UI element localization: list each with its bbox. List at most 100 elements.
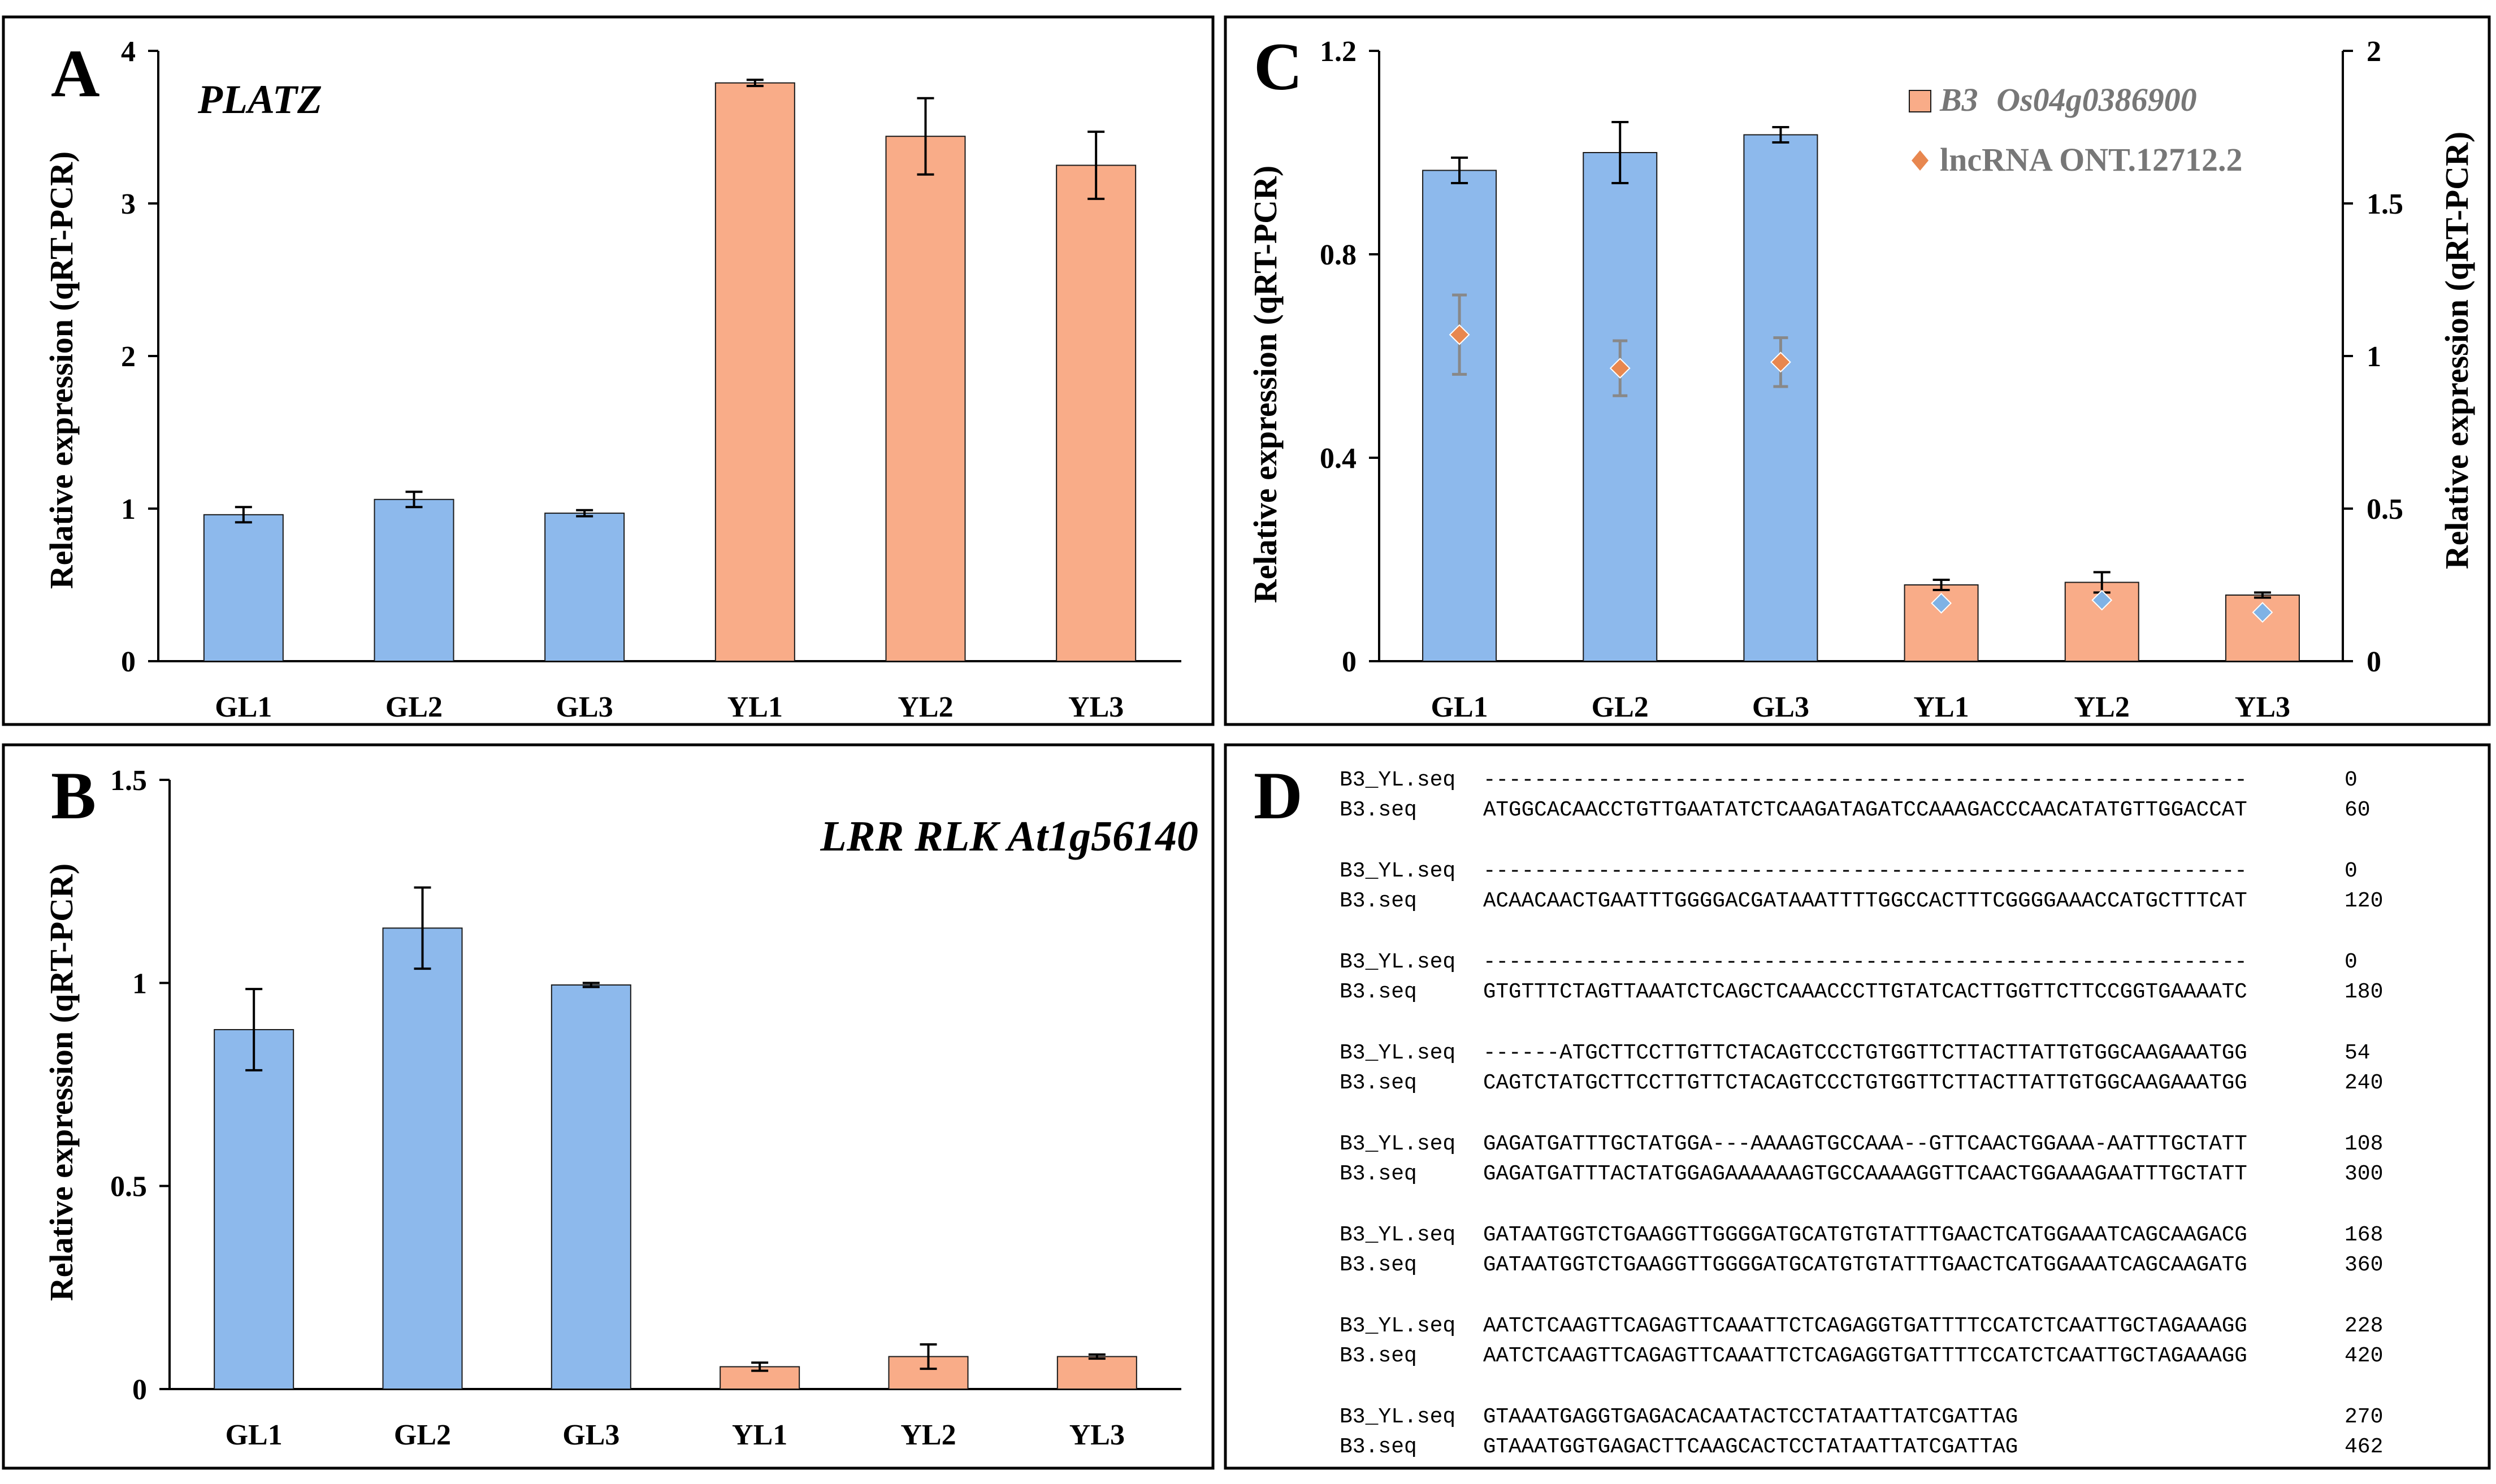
seq-residues: ----------------------------------------… (1483, 768, 2247, 792)
seq-position: 0 (2345, 768, 2358, 792)
panel-c-y-ticks-left: 0 0.4 0.8 1.2 (1320, 36, 1379, 678)
x-tick-label-gl3: GL3 (1752, 691, 1809, 723)
seq-position: 0 (2345, 859, 2358, 883)
seq-name: B3_YL.seq (1340, 859, 1455, 883)
panel-b-y-ticks: 0 0.5 1 1.5 (110, 765, 170, 1406)
x-tick-label-gl3: GL3 (556, 691, 613, 723)
y-tick-label: 0 (121, 646, 136, 678)
lncrna-marker-yl3 (2252, 602, 2273, 623)
panel-a-y-ticks: 0 1 2 3 4 (121, 36, 158, 678)
panel-c-y-axis-label-right: Relative expression (qRT-PCR) (2438, 132, 2475, 569)
seq-name: B3.seq (1340, 1071, 1417, 1095)
seq-position: 180 (2345, 980, 2383, 1004)
seq-residues: ----------------------------------------… (1483, 950, 2247, 974)
x-tick-label-gl1: GL1 (226, 1419, 283, 1451)
seq-name: B3_YL.seq (1340, 950, 1455, 974)
y-tick-label: 0 (1342, 646, 1357, 678)
legend-bar-label: B3 Os04g0386900 (1939, 81, 2197, 118)
panel-c: C Relative expression (qRT-PCR) Relative… (1224, 15, 2491, 726)
y2-tick-label: 1 (2367, 341, 2381, 373)
seq-name: B3_YL.seq (1340, 1405, 1455, 1429)
x-tick-label-yl2: YL2 (898, 691, 953, 723)
panel-b-frame (2, 743, 1215, 1470)
y-tick-label: 1.2 (1320, 36, 1357, 68)
legend-marker-diamond (1912, 150, 1929, 171)
bar-gl3 (1743, 134, 1818, 662)
seq-name: B3_YL.seq (1340, 1041, 1455, 1065)
bar-gl2 (374, 498, 454, 662)
lncrna-marker-yl1 (1931, 592, 1952, 614)
panel-b-x-tick-labels: GL1 GL2 GL3 YL1 YL2 YL3 (226, 1419, 1125, 1451)
seq-position: 120 (2345, 889, 2383, 913)
panel-c-error-bars (1451, 121, 2271, 599)
seq-residues: GTAAATGGTGAGACTTCAAGCACTCCTATAATTATCGATT… (1483, 1435, 2018, 1459)
panel-c-x-tick-labels: GL1 GL2 GL3 YL1 YL2 YL3 (1431, 691, 2291, 723)
y-tick-label: 2 (121, 341, 136, 373)
panel-c-y-axis-label-left: Relative expression (qRT-PCR) (1247, 166, 1284, 603)
seq-position: 0 (2345, 950, 2358, 974)
bar-yl2 (885, 136, 966, 662)
panel-a-frame (2, 15, 1215, 726)
x-tick-label-gl2: GL2 (394, 1419, 451, 1451)
y-tick-label: 1 (121, 493, 136, 526)
x-tick-label-yl2: YL2 (900, 1419, 956, 1451)
seq-position: 462 (2345, 1435, 2383, 1459)
x-tick-label-yl2: YL2 (2074, 691, 2130, 723)
seq-position: 240 (2345, 1071, 2383, 1095)
seq-name: B3.seq (1340, 1435, 1417, 1459)
x-tick-label-yl3: YL3 (1069, 1419, 1125, 1451)
seq-residues: GAGATGATTTGCTATGGA---AAAAGTGCCAAA--GTTCA… (1483, 1132, 2247, 1156)
seq-position: 54 (2345, 1041, 2371, 1065)
panel-b-error-bars (245, 886, 1106, 1372)
y2-tick-label: 0 (2367, 646, 2381, 678)
bar-yl3 (1056, 164, 1137, 662)
bar-gl3 (551, 984, 631, 1390)
y-tick-label: 1 (132, 967, 147, 1000)
panel-b: B LRR RLK At1g56140 Relative expression … (2, 743, 1215, 1470)
seq-position: 228 (2345, 1314, 2383, 1338)
x-tick-label-gl3: GL3 (562, 1419, 619, 1451)
seq-name: B3_YL.seq (1340, 1132, 1455, 1156)
seq-residues: GAGATGATTTACTATGGAGAAAAAAGTGCCAAAAGGTTCA… (1483, 1162, 2247, 1186)
x-tick-label-gl2: GL2 (385, 691, 443, 723)
seq-name: B3_YL.seq (1340, 768, 1455, 792)
panel-a-y-axis-label: Relative expression (qRT-PCR) (43, 151, 80, 589)
y-tick-label: 0.8 (1320, 239, 1357, 271)
seq-residues: GTAAATGAGGTGAGACACAATACTCCTATAATTATCGATT… (1483, 1405, 2018, 1429)
panel-a-error-bars (235, 79, 1105, 524)
sequence-alignment: B3_YL.seq -------------------------------… (1340, 768, 2383, 1459)
lncrna-marker-yl2 (2091, 589, 2113, 611)
legend-bar-id: Os04g0386900 (1996, 81, 2196, 118)
bar-gl1 (214, 1029, 294, 1390)
panel-d-letter: D (1254, 758, 1303, 833)
legend-bar-gene: B3 (1939, 81, 1978, 118)
y2-tick-label: 0.5 (2367, 493, 2403, 526)
x-tick-label-yl3: YL3 (1068, 691, 1124, 723)
x-tick-label-gl2: GL2 (1592, 691, 1649, 723)
panel-a: A PLATZ Relative expression (qRT-PCR) 0 1… (2, 15, 1215, 726)
seq-residues: ATGGCACAACCTGTTGAATATCTCAAGATAGATCCAAAGA… (1483, 798, 2247, 822)
x-tick-label-yl1: YL1 (727, 691, 783, 723)
x-tick-label-gl1: GL1 (215, 691, 272, 723)
panel-c-markers (1449, 293, 2273, 623)
y-tick-label: 3 (121, 188, 136, 220)
panel-b-bars (214, 927, 1137, 1390)
seq-name: B3.seq (1340, 889, 1417, 913)
panel-a-gene-label: PLATZ (197, 77, 322, 122)
bar-yl1 (714, 82, 795, 662)
bar-yl3 (1056, 1356, 1137, 1390)
lncrna-marker-gl1 (1449, 324, 1470, 345)
seq-residues: AATCTCAAGTTCAGAGTTCAAATTCTCAGAGGTGATTTTC… (1483, 1344, 2247, 1368)
panel-c-frame (1224, 15, 2491, 726)
seq-position: 360 (2345, 1253, 2383, 1277)
seq-name: B3_YL.seq (1340, 1223, 1455, 1247)
panel-c-letter: C (1254, 29, 1303, 104)
seq-position: 108 (2345, 1132, 2383, 1156)
seq-residues: CAGTCTATGCTTCCTTGTTCTACAGTCCCTGTGGTTCTTA… (1483, 1071, 2247, 1095)
y-tick-label: 0.5 (110, 1171, 147, 1203)
seq-residues: ------ATGCTTCCTTGTTCTACAGTCCCTGTGGTTCTTA… (1483, 1041, 2247, 1065)
y-tick-label: 0.4 (1320, 442, 1357, 475)
seq-name: B3.seq (1340, 798, 1417, 822)
seq-position: 168 (2345, 1223, 2383, 1247)
